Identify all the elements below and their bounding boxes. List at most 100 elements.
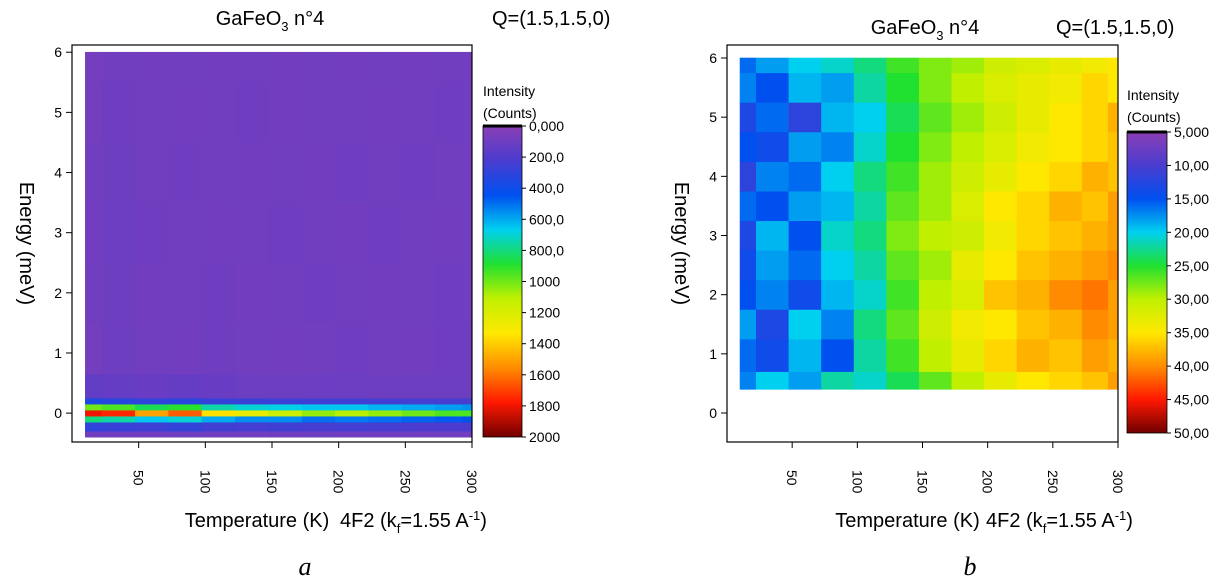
- contour-cell: [821, 338, 855, 372]
- contour-cell: [1081, 161, 1109, 192]
- contour-cell: [739, 102, 757, 133]
- contour-cell: [756, 309, 790, 340]
- contour-cell: [886, 220, 920, 251]
- contour-cell: [135, 421, 169, 432]
- contour-cell: [821, 131, 855, 162]
- contour-cell: [951, 72, 985, 103]
- contour-cell: [335, 51, 369, 83]
- contour-cell: [461, 397, 473, 405]
- contour-cell: [168, 262, 203, 324]
- contour-cell: [853, 371, 887, 390]
- contour-cell: [235, 142, 269, 203]
- contour-cell: [788, 72, 822, 103]
- contour-cell: [1016, 279, 1050, 310]
- panel: 0 1 2 3 4 5 6 50 100 150 200 250 300 Energy (meV) Temp…: [15, 8, 610, 581]
- contour-cell: [1049, 250, 1083, 281]
- x-tick-label: 50: [784, 470, 800, 486]
- contour-cell: [268, 409, 303, 417]
- contour-cell: [201, 415, 236, 423]
- contour-cell: [368, 430, 403, 438]
- contour-cell: [821, 250, 855, 281]
- contour-cell: [101, 51, 136, 83]
- contour-cell: [886, 250, 920, 281]
- contour-cell: [235, 430, 269, 438]
- contour-cell: [853, 57, 887, 74]
- contour-cell: [268, 322, 303, 375]
- title-part: n°4: [944, 17, 980, 39]
- contour-cell: [461, 409, 473, 417]
- contour-cell: [135, 51, 169, 83]
- y-tick-label: 4: [54, 165, 62, 181]
- contour-cell: [85, 51, 103, 83]
- title-part: n°4: [289, 8, 325, 30]
- contour-cell: [886, 371, 920, 390]
- contour-cell: [821, 161, 855, 192]
- contour-cell: [951, 338, 985, 372]
- contour-cell: [168, 202, 203, 264]
- colorbar: [482, 125, 523, 438]
- contour-cell: [301, 142, 336, 203]
- contour-cell: [135, 430, 169, 438]
- contour-cell: [821, 220, 855, 251]
- contour-cell: [235, 373, 269, 399]
- contour-cell: [368, 373, 403, 399]
- contour-cell: [135, 142, 169, 203]
- contour-cell: [201, 421, 236, 432]
- contour-cell: [951, 371, 985, 390]
- contour-cell: [101, 322, 136, 375]
- contour-cell: [435, 430, 463, 438]
- colorbar-tick-label: 2000: [529, 429, 560, 445]
- contour-cell: [951, 102, 985, 133]
- contour-cell: [335, 430, 369, 438]
- contour-cell: [886, 57, 920, 74]
- x-tick-label: 150: [264, 470, 280, 494]
- contour-cell: [1049, 131, 1083, 162]
- colorbar-tick-label: 40,00: [1174, 358, 1209, 374]
- contour-cell: [853, 250, 887, 281]
- y-tick-label: 6: [709, 50, 717, 66]
- contour-cell: [461, 202, 473, 264]
- contour-cell: [739, 161, 757, 192]
- q-label: Q=(1.5,1.5,0): [492, 8, 610, 30]
- y-tick-label: 0: [54, 405, 62, 421]
- colorbar-tick-label: 45,00: [1174, 392, 1209, 408]
- annotation: 4F2 (kf=1.55 A-1): [340, 508, 487, 536]
- colorbar-tick-label: 0,000: [529, 118, 564, 134]
- contour-cell: [886, 190, 920, 222]
- x-tick-label: 300: [464, 470, 480, 494]
- contour-cell: [85, 397, 103, 405]
- contour-cell: [168, 415, 203, 423]
- title-part: GaFeO: [871, 17, 937, 39]
- contour-cell: [853, 102, 887, 133]
- contour-cell: [135, 397, 169, 405]
- annotation-part: 4F2 (k: [340, 510, 398, 532]
- contour-cell: [135, 373, 169, 399]
- contour-cell: [886, 338, 920, 372]
- contour-cell: [401, 373, 436, 399]
- contour-cell: [401, 409, 436, 417]
- contour-cell: [1107, 279, 1119, 310]
- contour-cell: [201, 202, 236, 264]
- contour-cell: [461, 142, 473, 203]
- contour-cell: [335, 421, 369, 432]
- contour-cell: [335, 397, 369, 405]
- colorbar-tick-label: 5,000: [1174, 124, 1209, 140]
- annotation-part: -1: [469, 508, 481, 523]
- contour-cell: [135, 81, 169, 143]
- contour-cell: [853, 161, 887, 192]
- contour-cell: [1107, 72, 1119, 103]
- contour-cell: [461, 322, 473, 375]
- contour-cell: [853, 338, 887, 372]
- contour-cell: [168, 397, 203, 405]
- contour-cell: [235, 415, 269, 423]
- contour-cell: [788, 279, 822, 310]
- contour-cell: [886, 72, 920, 103]
- contour-cell: [951, 279, 985, 310]
- contour-cell: [918, 371, 953, 390]
- contour-cell: [401, 81, 436, 143]
- contour-cell: [301, 373, 336, 399]
- contour-cell: [1016, 131, 1050, 162]
- contour-cell: [368, 142, 403, 203]
- contour-cell: [1081, 190, 1109, 222]
- contour-cell: [168, 142, 203, 203]
